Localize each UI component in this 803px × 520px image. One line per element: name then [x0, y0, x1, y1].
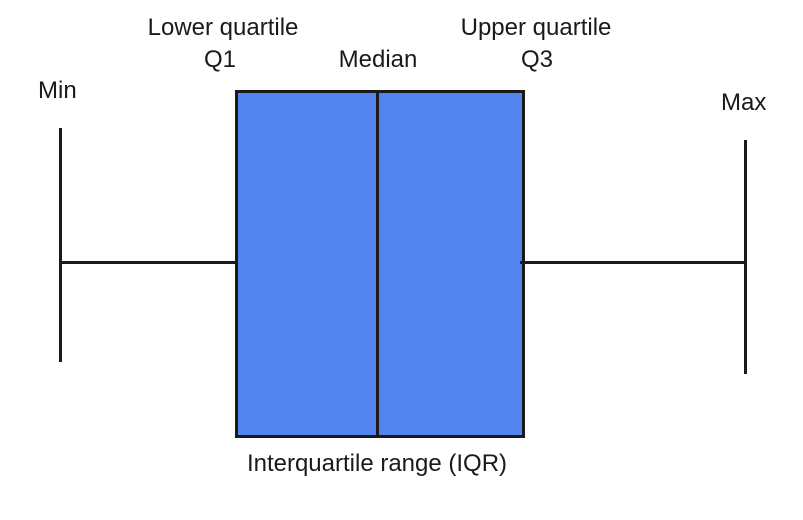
right-whisker-line	[520, 261, 746, 264]
left-whisker-line	[60, 261, 236, 264]
min-label: Min	[38, 77, 77, 104]
max-label: Max	[721, 89, 767, 116]
median-label: Median	[338, 46, 418, 73]
q3-label: Q3	[520, 46, 553, 73]
median-line	[376, 90, 379, 436]
q1-label: Q1	[203, 46, 236, 73]
upper-quartile-label: Upper quartile	[460, 14, 612, 41]
iqr-label: Interquartile range (IQR)	[246, 450, 508, 477]
iqr-box	[235, 90, 525, 438]
lower-quartile-label: Lower quartile	[147, 14, 299, 41]
min-whisker-cap	[59, 128, 62, 362]
max-whisker-cap	[744, 140, 747, 374]
